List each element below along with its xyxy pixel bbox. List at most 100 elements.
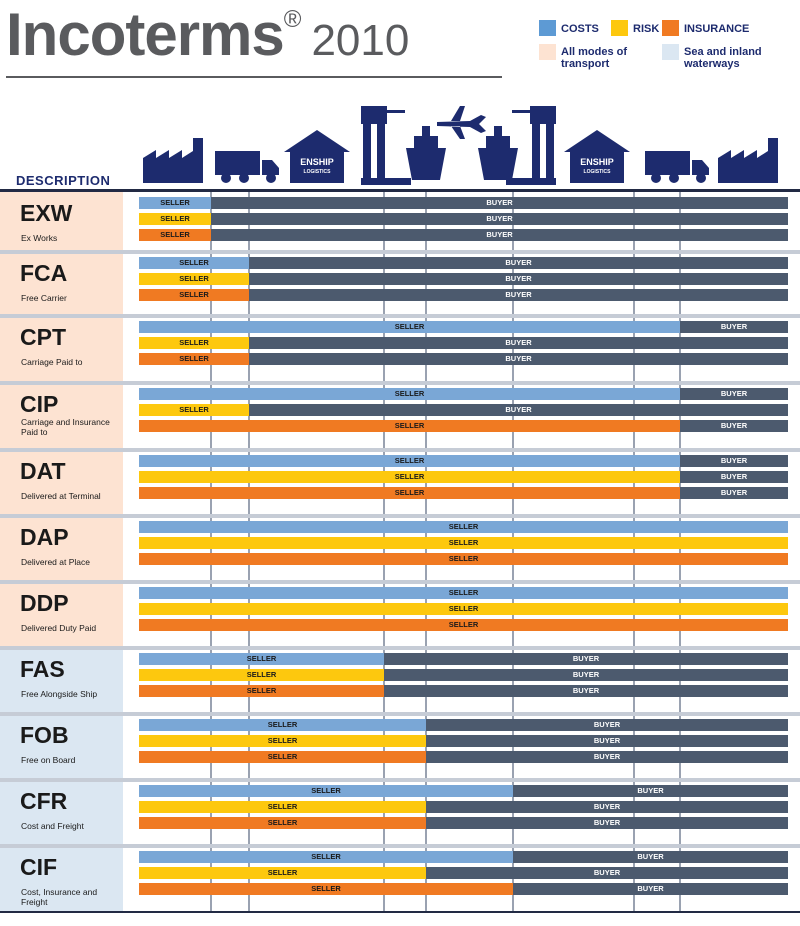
row-separator <box>0 514 800 518</box>
title-underline <box>6 76 502 78</box>
costs-seller-bar: SELLER <box>139 197 211 209</box>
insurance-seller-bar: SELLER <box>139 420 680 432</box>
term-name: Delivered Duty Paid <box>21 623 97 633</box>
costs-buyer-bar: BUYER <box>513 785 788 797</box>
term-bg-cif <box>0 846 123 911</box>
row-separator <box>0 580 800 584</box>
risk-seller-bar: SELLER <box>139 867 426 879</box>
insurance-buyer-bar: BUYER <box>426 751 788 763</box>
title-text: Incoterms <box>6 1 285 68</box>
insurance-buyer-bar: BUYER <box>211 229 788 241</box>
insurance-seller-bar: SELLER <box>139 289 249 301</box>
risk-seller-bar: SELLER <box>139 273 249 285</box>
costs-seller-bar: SELLER <box>139 719 426 731</box>
insurance-seller-bar: SELLER <box>139 817 426 829</box>
costs-buyer-bar: BUYER <box>513 851 788 863</box>
insurance-seller-bar: SELLER <box>139 229 211 241</box>
term-name: Free Carrier <box>21 293 67 303</box>
truck-icon-right <box>645 151 709 183</box>
insurance-buyer-bar: BUYER <box>426 817 788 829</box>
term-code: FOB <box>20 722 69 748</box>
row-separator <box>0 314 800 318</box>
legend-sea: Sea and inland waterways <box>684 46 762 70</box>
crane-icon-right <box>506 106 556 185</box>
row-separator <box>0 646 800 650</box>
risk-seller-bar: SELLER <box>139 337 249 349</box>
logo-name-left: ENSHIP <box>300 157 334 167</box>
costs-seller-bar: SELLER <box>139 587 788 599</box>
insurance-buyer-bar: BUYER <box>680 420 788 432</box>
risk-buyer-bar: BUYER <box>680 471 788 483</box>
costs-buyer-bar: BUYER <box>680 388 788 400</box>
warehouse-icon-right <box>564 130 630 183</box>
costs-seller-bar: SELLER <box>139 653 384 665</box>
row-separator <box>0 250 800 254</box>
insurance-buyer-bar: BUYER <box>249 353 788 365</box>
term-code: CPT <box>20 324 66 350</box>
risk-seller-bar: SELLER <box>139 603 788 615</box>
row-separator <box>0 381 800 385</box>
term-name: Carriage and Insurance Paid to <box>21 417 110 437</box>
costs-buyer-bar: BUYER <box>211 197 788 209</box>
insurance-seller-bar: SELLER <box>139 487 680 499</box>
term-name: Delivered at Place <box>21 557 90 567</box>
insurance-seller-bar: SELLER <box>139 553 788 565</box>
risk-seller-bar: SELLER <box>139 669 384 681</box>
insurance-seller-bar: SELLER <box>139 619 788 631</box>
logo-sub-left: LOGISTICS <box>304 169 332 175</box>
legend-all-modes: All modes of transport <box>561 46 628 70</box>
description-header: DESCRIPTION <box>16 173 111 188</box>
ship-icon-left <box>406 126 446 180</box>
term-code: DDP <box>20 590 69 616</box>
costs-buyer-bar: BUYER <box>426 719 788 731</box>
insurance-seller-bar: SELLER <box>139 883 513 895</box>
term-bg-ddp <box>0 582 123 648</box>
legend-insurance: INSURANCE <box>684 23 750 35</box>
term-code: DAP <box>20 524 69 550</box>
insurance-seller-bar: SELLER <box>139 751 426 763</box>
costs-seller-bar: SELLER <box>139 455 680 467</box>
term-code: CIP <box>20 391 59 417</box>
costs-seller-bar: SELLER <box>139 257 249 269</box>
term-name: Free on Board <box>21 755 76 765</box>
insurance-swatch <box>662 20 679 36</box>
insurance-buyer-bar: BUYER <box>384 685 788 697</box>
term-code: DAT <box>20 458 66 484</box>
risk-seller-bar: SELLER <box>139 801 426 813</box>
warehouse-icon-left <box>284 130 350 183</box>
costs-seller-bar: SELLER <box>139 521 788 533</box>
insurance-buyer-bar: BUYER <box>680 487 788 499</box>
term-bg-cfr <box>0 780 123 846</box>
risk-buyer-bar: BUYER <box>211 213 788 225</box>
term-code: FCA <box>20 260 68 286</box>
term-name: Cost and Freight <box>21 821 84 831</box>
stage-divider-3 <box>383 192 385 911</box>
airplane-icon <box>437 106 486 139</box>
risk-buyer-bar: BUYER <box>426 867 788 879</box>
term-bg-fca <box>0 252 123 316</box>
ship-icon-right <box>478 126 518 180</box>
stage-divider-5 <box>512 192 514 911</box>
risk-seller-bar: SELLER <box>139 213 211 225</box>
risk-buyer-bar: BUYER <box>249 404 788 416</box>
insurance-seller-bar: SELLER <box>139 353 249 365</box>
crane-icon-left <box>361 106 411 185</box>
legend-costs: COSTS <box>561 23 599 35</box>
legend-risk: RISK <box>633 23 660 35</box>
term-code: EXW <box>20 200 73 226</box>
insurance-buyer-bar: BUYER <box>249 289 788 301</box>
term-name: Free Alongside Ship <box>21 689 98 699</box>
stage-divider-4 <box>425 192 427 911</box>
term-name: Delivered at Terminal <box>21 491 101 501</box>
term-bg-dat <box>0 450 123 516</box>
row-separator <box>0 712 800 716</box>
costs-buyer-bar: BUYER <box>384 653 788 665</box>
sea-swatch <box>662 44 679 60</box>
costs-seller-bar: SELLER <box>139 785 513 797</box>
row-separator <box>0 448 800 452</box>
risk-buyer-bar: BUYER <box>426 801 788 813</box>
header-rule <box>0 189 800 192</box>
title-year: 2010 <box>311 16 410 65</box>
costs-buyer-bar: BUYER <box>249 257 788 269</box>
